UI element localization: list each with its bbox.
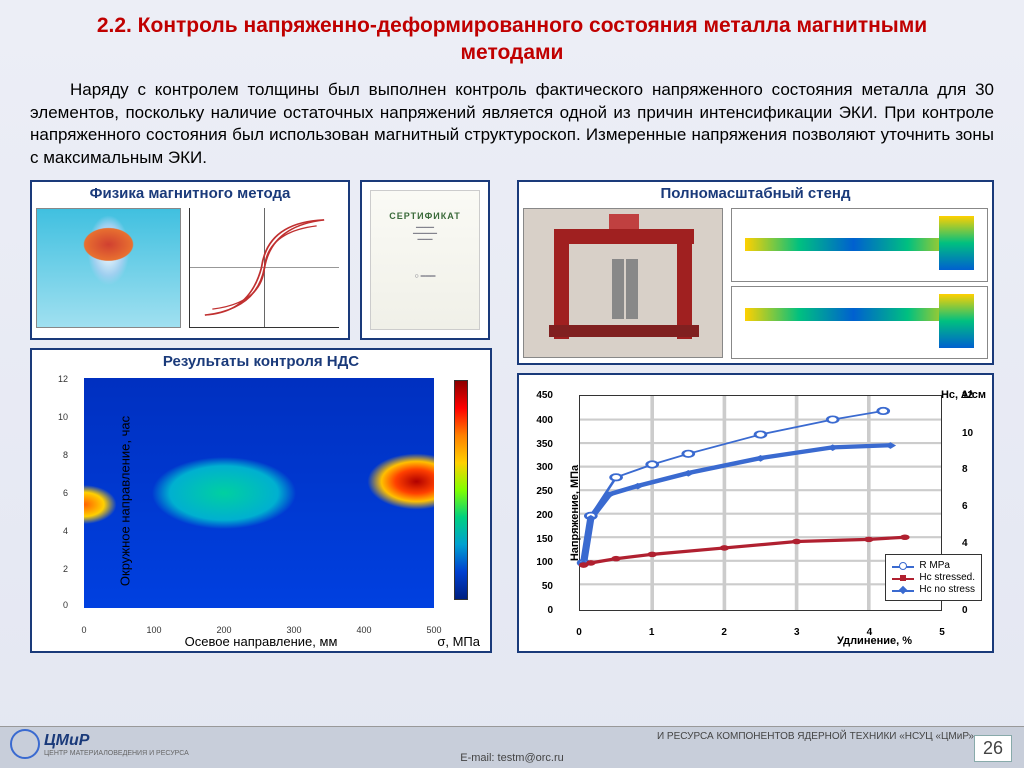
- certificate-panel: СЕРТИФИКАТ ━━━━━━━━━━━━━━━━━━━ ○ ═══: [360, 180, 490, 340]
- nds-colorbar: [454, 380, 468, 600]
- nds-title: Результаты контроля НДС: [32, 350, 490, 373]
- chart-ylabel-right: Hc, A/см: [941, 389, 986, 401]
- footer-logo: ЦМиР ЦЕНТР МАТЕРИАЛОВЕДЕНИЯ И РЕСУРСА: [10, 729, 189, 759]
- panels-grid: Физика магнитного метода: [0, 180, 1024, 653]
- nds-xlabel: Осевое направление, мм: [185, 634, 338, 649]
- footer-email: E-mail: testm@orc.ru: [460, 752, 563, 764]
- logo-subtitle: ЦЕНТР МАТЕРИАЛОВЕДЕНИЯ И РЕСУРСА: [44, 750, 189, 757]
- logo-text: ЦМиР: [44, 732, 189, 750]
- body-paragraph: Наряду с контролем толщины был выполнен …: [0, 75, 1024, 181]
- certificate-document: СЕРТИФИКАТ ━━━━━━━━━━━━━━━━━━━ ○ ═══: [370, 190, 480, 330]
- stress-strain-chart: 450 400 350 300 250 200 150 100 50 0 12 …: [517, 373, 994, 653]
- footer: ЦМиР ЦЕНТР МАТЕРИАЛОВЕДЕНИЯ И РЕСУРСА И …: [0, 726, 1024, 768]
- physics-title: Физика магнитного метода: [32, 182, 348, 205]
- chart-xlabel: Удлинение, %: [837, 635, 912, 647]
- fem-contour-image: [36, 208, 181, 328]
- press-photo: [523, 208, 723, 358]
- sim-beam-bottom: [731, 286, 988, 360]
- chart-legend: R MPa Hc stressed. Hc no stress: [885, 554, 982, 601]
- stand-title: Полномасштабный стенд: [519, 182, 992, 205]
- legend-item: R MPa: [919, 560, 950, 571]
- nds-colorbar-label: σ, МПа: [437, 634, 480, 649]
- physics-panel: Физика магнитного метода: [30, 180, 350, 340]
- page-number: 26: [974, 735, 1012, 762]
- nds-heatmap: [84, 378, 434, 608]
- atom-icon: [10, 729, 40, 759]
- simulation-column: [731, 208, 988, 359]
- nds-ylabel: Окружное направление, час: [118, 416, 133, 586]
- legend-item: Hc no stress: [919, 584, 975, 595]
- slide-title: 2.2. Контроль напряженно-деформированног…: [0, 0, 1024, 75]
- hysteresis-plot: [189, 208, 339, 328]
- footer-org: И РЕСУРСА КОМПОНЕНТОВ ЯДЕРНОЙ ТЕХНИКИ «Н…: [657, 731, 974, 742]
- chart-ylabel-left: Напряжение, МПа: [569, 465, 581, 561]
- certificate-title: СЕРТИФИКАТ: [375, 211, 475, 221]
- nds-results-panel: Результаты контроля НДС Окружное направл…: [30, 348, 492, 653]
- fullscale-stand-panel: Полномасштабный стенд: [517, 180, 994, 365]
- legend-item: Hc stressed.: [919, 572, 975, 583]
- sim-beam-top: [731, 208, 988, 282]
